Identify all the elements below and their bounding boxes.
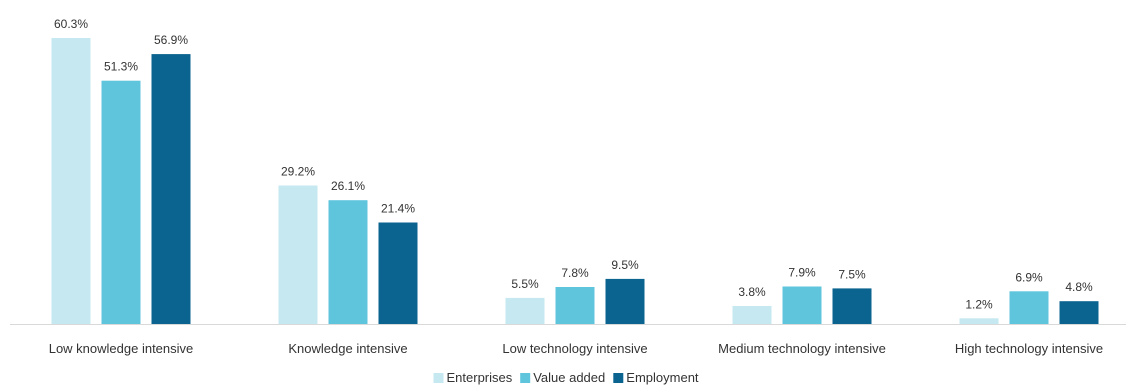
data-label-value-added-0: 51.3% xyxy=(104,60,138,74)
bar-value-added-2 xyxy=(555,287,595,324)
bar-employment-2 xyxy=(605,278,645,324)
legend-label: Enterprises xyxy=(447,370,513,385)
bar-employment-4 xyxy=(1059,301,1099,324)
data-label-employment-3: 7.5% xyxy=(838,267,866,281)
legend: Enterprises Value added Employment xyxy=(433,370,699,385)
legend-item-value-added: Value added xyxy=(520,370,605,385)
category-label-4: High technology intensive xyxy=(955,341,1103,356)
data-label-value-added-3: 7.9% xyxy=(788,266,816,280)
category-label-2: Low technology intensive xyxy=(502,341,647,356)
category-label-0: Low knowledge intensive xyxy=(49,341,194,356)
data-label-value-added-2: 7.8% xyxy=(561,266,589,280)
data-label-employment-2: 9.5% xyxy=(611,258,639,272)
legend-item-employment: Employment xyxy=(613,370,699,385)
bar-enterprises-4 xyxy=(959,318,999,324)
bar-employment-0 xyxy=(151,54,191,324)
value-labels-layer: 60.3% 51.3% 56.9% 29.2% 26.1% 21.4% 5.5% 7.8% 9.… xyxy=(54,17,1093,311)
data-label-employment-4: 4.8% xyxy=(1065,280,1093,294)
legend-label: Employment xyxy=(626,370,699,385)
bar-employment-3 xyxy=(832,288,872,324)
bar-value-added-4 xyxy=(1009,291,1049,324)
bar-value-added-1 xyxy=(328,200,368,324)
bar-value-added-3 xyxy=(782,286,822,324)
legend-label: Value added xyxy=(533,370,605,385)
data-label-enterprises-3: 3.8% xyxy=(738,285,766,299)
data-label-value-added-4: 6.9% xyxy=(1015,270,1043,284)
bar-enterprises-1 xyxy=(278,185,318,324)
bar-enterprises-0 xyxy=(51,38,91,324)
data-label-employment-0: 56.9% xyxy=(154,33,188,47)
category-labels-layer: Low knowledge intensive Knowledge intensi… xyxy=(49,341,1103,356)
data-label-enterprises-4: 1.2% xyxy=(965,297,993,311)
data-label-employment-1: 21.4% xyxy=(381,202,415,216)
category-label-1: Knowledge intensive xyxy=(288,341,407,356)
legend-swatch xyxy=(433,373,444,383)
data-label-enterprises-0: 60.3% xyxy=(54,17,88,31)
data-label-value-added-1: 26.1% xyxy=(331,179,365,193)
bars-layer xyxy=(51,38,1099,324)
bar-enterprises-2 xyxy=(505,297,545,324)
bar-enterprises-3 xyxy=(732,306,772,324)
legend-swatch xyxy=(520,373,531,383)
legend-swatch xyxy=(613,373,624,383)
category-label-3: Medium technology intensive xyxy=(718,341,886,356)
data-label-enterprises-1: 29.2% xyxy=(281,165,315,179)
data-label-enterprises-2: 5.5% xyxy=(511,277,539,291)
bar-value-added-0 xyxy=(101,80,141,324)
legend-item-enterprises: Enterprises xyxy=(433,370,513,385)
bar-employment-1 xyxy=(378,222,418,324)
